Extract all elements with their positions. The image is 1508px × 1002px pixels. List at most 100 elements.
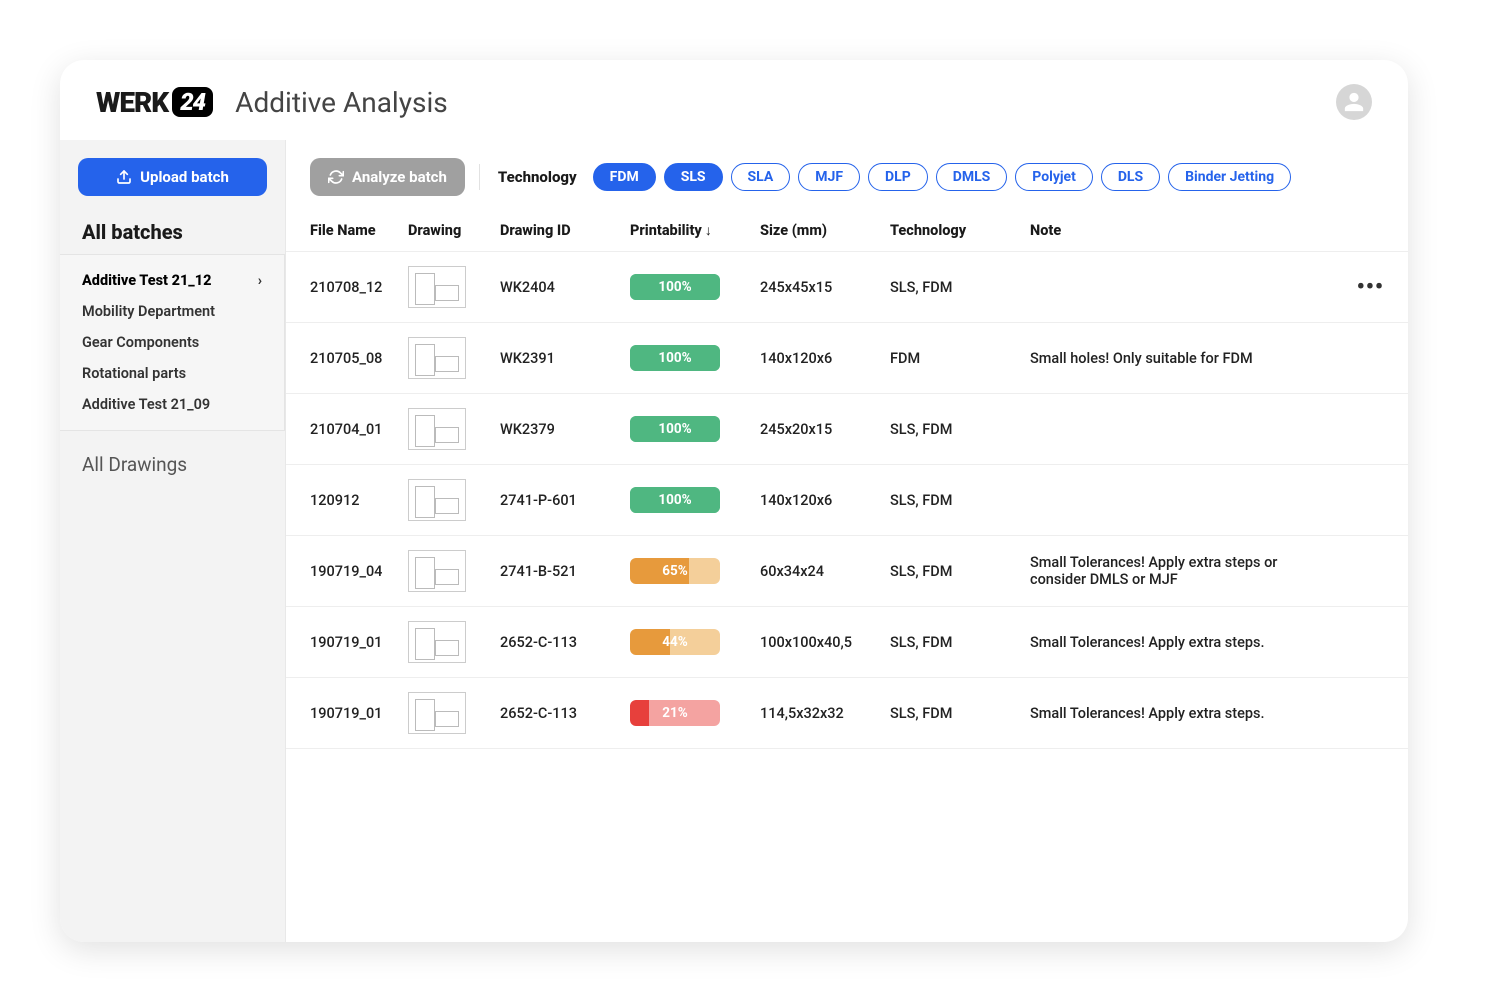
analyze-batch-label: Analyze batch: [352, 168, 447, 186]
refresh-icon: [328, 169, 344, 185]
cell-drawing-id: 2741-P-601: [488, 465, 618, 536]
header: WERK24 Additive Analysis: [60, 60, 1408, 140]
sidebar-batch-item[interactable]: Rotational parts: [60, 358, 284, 389]
col-drawing[interactable]: Drawing: [396, 212, 488, 252]
col-actions: [1345, 212, 1408, 252]
drawing-thumbnail[interactable]: [408, 408, 466, 450]
cell-note: [1018, 465, 1345, 536]
cell-printability: 100%: [618, 252, 748, 323]
sidebar-batch-label: Additive Test 21_12: [82, 272, 211, 289]
printability-pct: 44%: [630, 634, 720, 650]
technology-label: Technology: [498, 168, 577, 186]
sidebar: Upload batch All batches Additive Test 2…: [60, 140, 286, 942]
page-title: Additive Analysis: [235, 86, 448, 119]
technology-chip[interactable]: SLA: [731, 163, 791, 191]
upload-batch-button[interactable]: Upload batch: [78, 158, 267, 196]
cell-note: Small holes! Only suitable for FDM: [1018, 323, 1345, 394]
cell-drawing-id: WK2404: [488, 252, 618, 323]
technology-chip[interactable]: DLS: [1101, 163, 1160, 191]
cell-technology: SLS, FDM: [878, 678, 1018, 749]
cell-actions: [1345, 607, 1408, 678]
sidebar-batch-item[interactable]: Additive Test 21_09: [60, 389, 284, 420]
col-note[interactable]: Note: [1018, 212, 1345, 252]
cell-size: 245x20x15: [748, 394, 878, 465]
table-row[interactable]: 1209122741-P-601100%140x120x6SLS, FDM: [286, 465, 1408, 536]
cell-file-name: 210704_01: [286, 394, 396, 465]
batch-list: Additive Test 21_12›Mobility Department G…: [60, 254, 285, 431]
cell-printability: 100%: [618, 465, 748, 536]
cell-drawing: [396, 678, 488, 749]
cell-technology: SLS, FDM: [878, 252, 1018, 323]
printability-bar: 100%: [630, 416, 720, 442]
drawing-thumbnail[interactable]: [408, 621, 466, 663]
cell-actions: [1345, 323, 1408, 394]
table-row[interactable]: 210704_01WK2379100%245x20x15SLS, FDM: [286, 394, 1408, 465]
cell-actions: [1345, 394, 1408, 465]
table-row[interactable]: 210705_08WK2391100%140x120x6FDMSmall hol…: [286, 323, 1408, 394]
cell-note: [1018, 252, 1345, 323]
cell-drawing: [396, 394, 488, 465]
logo-badge: 24: [172, 87, 213, 117]
col-file-name[interactable]: File Name: [286, 212, 396, 252]
sidebar-batch-label: Gear Components: [82, 334, 199, 351]
cell-size: 114,5x32x32: [748, 678, 878, 749]
sidebar-batch-item[interactable]: Additive Test 21_12›: [60, 265, 284, 296]
main: Analyze batch Technology FDM SLS SLAMJF DLP…: [286, 140, 1408, 942]
printability-pct: 100%: [630, 492, 720, 508]
cell-actions: [1345, 678, 1408, 749]
sidebar-batch-item[interactable]: Mobility Department: [60, 296, 284, 327]
upload-batch-label: Upload batch: [140, 168, 229, 186]
drawing-thumbnail[interactable]: [408, 266, 466, 308]
technology-chip[interactable]: SLS: [664, 163, 723, 191]
cell-note: Small Tolerances! Apply extra steps.: [1018, 607, 1345, 678]
technology-chip[interactable]: DLP: [868, 163, 928, 191]
sidebar-batch-label: Additive Test 21_09: [82, 396, 210, 413]
sidebar-batch-item[interactable]: Gear Components: [60, 327, 284, 358]
cell-drawing-id: 2652-C-113: [488, 678, 618, 749]
all-batches-title: All batches: [60, 216, 285, 254]
logo-text: WERK: [96, 86, 168, 119]
table-row[interactable]: 190719_042741-B-52165%60x34x24SLS, FDMSm…: [286, 536, 1408, 607]
col-technology[interactable]: Technology: [878, 212, 1018, 252]
technology-chip[interactable]: MJF: [798, 163, 860, 191]
table-body: 210708_12WK2404100%245x45x15SLS, FDM•••2…: [286, 252, 1408, 749]
cell-file-name: 190719_04: [286, 536, 396, 607]
printability-bar: 100%: [630, 345, 720, 371]
printability-bar: 44%: [630, 629, 720, 655]
avatar[interactable]: [1336, 84, 1372, 120]
cell-size: 60x34x24: [748, 536, 878, 607]
data-table: File Name Drawing Drawing ID Printabilit…: [286, 212, 1408, 749]
cell-drawing: [396, 607, 488, 678]
drawing-thumbnail[interactable]: [408, 479, 466, 521]
printability-pct: 100%: [630, 279, 720, 295]
col-size[interactable]: Size (mm): [748, 212, 878, 252]
cell-printability: 44%: [618, 607, 748, 678]
table-row[interactable]: 190719_012652-C-11321%114,5x32x32SLS, FD…: [286, 678, 1408, 749]
cell-technology: FDM: [878, 323, 1018, 394]
cell-drawing: [396, 323, 488, 394]
technology-chip[interactable]: Binder Jetting: [1168, 163, 1291, 191]
cell-note: Small Tolerances! Apply extra steps or c…: [1018, 536, 1345, 607]
printability-bar: 100%: [630, 274, 720, 300]
cell-actions: •••: [1345, 252, 1408, 323]
drawing-thumbnail[interactable]: [408, 550, 466, 592]
drawing-thumbnail[interactable]: [408, 692, 466, 734]
all-drawings-link[interactable]: All Drawings: [60, 431, 285, 498]
drawing-thumbnail[interactable]: [408, 337, 466, 379]
technology-chip[interactable]: Polyjet: [1015, 163, 1093, 191]
table-row[interactable]: 210708_12WK2404100%245x45x15SLS, FDM•••: [286, 252, 1408, 323]
more-icon[interactable]: •••: [1357, 275, 1384, 300]
toolbar-divider: [479, 164, 480, 190]
cell-technology: SLS, FDM: [878, 607, 1018, 678]
analyze-batch-button[interactable]: Analyze batch: [310, 158, 465, 196]
technology-chips: FDM SLS SLAMJF DLP DMLSPolyjet DLS Binder Jett…: [593, 163, 1291, 191]
cell-drawing-id: 2741-B-521: [488, 536, 618, 607]
cell-file-name: 210708_12: [286, 252, 396, 323]
technology-chip[interactable]: DMLS: [936, 163, 1008, 191]
technology-chip[interactable]: FDM: [593, 163, 656, 191]
table-row[interactable]: 190719_012652-C-11344%100x100x40,5SLS, F…: [286, 607, 1408, 678]
cell-printability: 100%: [618, 394, 748, 465]
col-printability[interactable]: Printability↓: [618, 212, 748, 252]
cell-actions: [1345, 465, 1408, 536]
col-drawing-id[interactable]: Drawing ID: [488, 212, 618, 252]
